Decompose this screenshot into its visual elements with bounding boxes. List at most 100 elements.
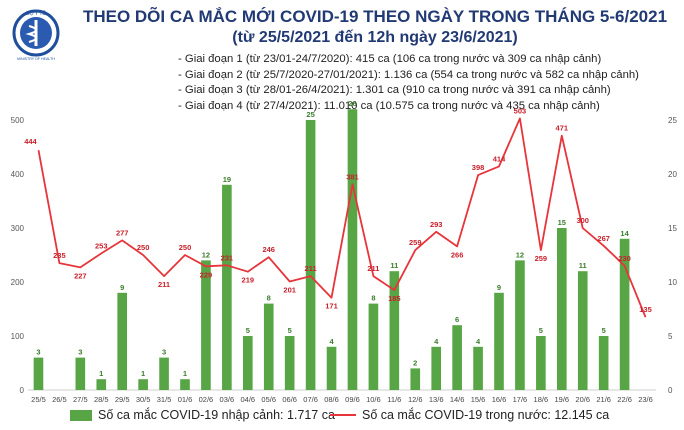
line-data-label: 471 xyxy=(556,124,569,133)
bar-data-label: 9 xyxy=(497,283,501,292)
bar-data-label: 3 xyxy=(162,348,166,357)
domestic-cases-line xyxy=(37,117,647,318)
bar-data-label: 1 xyxy=(183,369,187,378)
x-axis-tick-label: 21/6 xyxy=(596,395,611,404)
bar-data-label: 12 xyxy=(202,250,210,259)
logo-bottom-text: MINISTRY OF HEALTH xyxy=(17,57,55,61)
line-data-label: 277 xyxy=(116,228,129,237)
line-data-label: 235 xyxy=(53,251,66,260)
x-axis-tick-label: 16/6 xyxy=(492,395,507,404)
line-data-label: 259 xyxy=(535,254,548,263)
bar xyxy=(75,357,86,390)
x-axis-tick-label: 27/5 xyxy=(73,395,88,404)
line-data-label: 253 xyxy=(95,241,108,250)
bar-data-label: 8 xyxy=(371,294,375,303)
bar xyxy=(263,303,274,390)
bar xyxy=(598,336,609,390)
phase-note-2: - Giai đoạn 2 (từ 25/7/2020-27/01/2021):… xyxy=(178,68,639,81)
bar xyxy=(452,325,462,390)
bar xyxy=(347,109,358,390)
bar xyxy=(305,120,316,390)
bar xyxy=(389,271,400,390)
line-data-label: 503 xyxy=(514,106,527,115)
line-data-label: 171 xyxy=(325,302,338,311)
bar-data-label: 6 xyxy=(455,315,459,324)
x-axis-tick-label: 19/6 xyxy=(554,395,569,404)
bar-data-label: 14 xyxy=(620,229,629,238)
bar-data-label: 5 xyxy=(246,326,250,335)
left-axis-tick-label: 100 xyxy=(11,332,25,341)
bar xyxy=(536,336,546,390)
line-data-label: 231 xyxy=(221,253,234,262)
bar-data-label: 12 xyxy=(516,250,524,259)
chart-subtitle: (từ 25/5/2021 đến 12h ngày 23/6/2021) xyxy=(232,29,518,46)
line-data-label: 229 xyxy=(200,270,213,279)
right-axis-tick-label: 5 xyxy=(668,332,673,341)
left-axis-tick-label: 300 xyxy=(11,224,25,233)
right-axis-tick-label: 25 xyxy=(668,116,677,125)
left-axis-tick-label: 200 xyxy=(11,278,25,287)
legend-item-imported: Số ca mắc COVID-19 nhập cảnh: 1.717 ca xyxy=(70,408,335,422)
right-axis-tick-label: 15 xyxy=(668,224,677,233)
bar-data-label: 26 xyxy=(348,99,356,108)
x-axis-tick-label: 26/5 xyxy=(52,395,67,404)
line-data-label: 246 xyxy=(262,245,275,254)
line-data-label: 211 xyxy=(158,280,170,289)
x-axis-tick-label: 22/6 xyxy=(617,395,632,404)
x-axis-tick-label: 06/6 xyxy=(282,395,297,404)
bar xyxy=(242,336,253,390)
x-axis-tick-label: 09/6 xyxy=(345,395,360,404)
phase-note-1: - Giai đoạn 1 (từ 23/01-24/7/2020): 415 … xyxy=(178,53,602,65)
chart-title: THEO DÕI CA MẮC MỚI COVID-19 THEO NGÀY T… xyxy=(82,7,668,26)
x-axis-tick-label: 11/6 xyxy=(387,395,401,404)
bar-data-label: 9 xyxy=(120,283,124,292)
x-axis-tick-label: 14/6 xyxy=(450,395,465,404)
bar xyxy=(494,292,504,390)
bar-data-label: 19 xyxy=(223,175,231,184)
bar-data-label: 2 xyxy=(413,358,417,367)
bar-data-label: 3 xyxy=(36,348,40,357)
x-axis-tick-label: 01/6 xyxy=(178,395,193,404)
bar xyxy=(138,379,148,390)
bar-data-label: 25 xyxy=(306,110,314,119)
bar-data-label: 4 xyxy=(329,337,334,346)
line-data-label: 259 xyxy=(409,238,422,247)
line-data-label: 250 xyxy=(179,243,192,252)
right-axis-tick-label: 10 xyxy=(668,278,677,287)
x-axis-tick-label: 05/6 xyxy=(261,395,276,404)
bar-data-label: 5 xyxy=(602,326,606,335)
line-data-label: 414 xyxy=(493,154,506,163)
bar xyxy=(96,379,107,390)
x-axis-tick-label: 29/5 xyxy=(115,395,130,404)
bar xyxy=(515,260,525,390)
line-data-label: 381 xyxy=(346,172,359,181)
bar-data-label: 5 xyxy=(539,326,543,335)
x-axis-tick-label: 25/5 xyxy=(31,395,46,404)
line-data-label: 266 xyxy=(451,250,464,259)
bar-data-label: 4 xyxy=(434,337,439,346)
bar xyxy=(33,357,44,390)
x-axis-tick-label: 10/6 xyxy=(366,395,381,404)
line-data-label: 300 xyxy=(576,216,589,225)
line-data-label: 211 xyxy=(305,264,317,273)
bar-data-label: 15 xyxy=(558,218,566,227)
line-data-label: 227 xyxy=(74,271,87,280)
bar-data-label: 11 xyxy=(579,261,587,270)
x-axis-tick-label: 04/6 xyxy=(240,395,255,404)
line-data-label: 201 xyxy=(283,285,296,294)
bar-data-label: 5 xyxy=(288,326,292,335)
x-axis-tick-label: 18/6 xyxy=(534,395,549,404)
bar xyxy=(117,292,128,390)
x-axis-tick-label: 02/6 xyxy=(199,395,214,404)
left-axis-tick-label: 400 xyxy=(11,170,25,179)
left-axis-tick-label: 500 xyxy=(11,116,25,125)
x-axis-tick-label: 08/6 xyxy=(324,395,339,404)
bar-data-label: 1 xyxy=(141,369,145,378)
bar xyxy=(577,271,588,390)
bar xyxy=(410,368,421,390)
ministry-of-health-logo: BỘ Y TẾ MINISTRY OF HEALTH xyxy=(12,9,60,61)
bar xyxy=(473,346,483,390)
x-axis-tick-label: 31/5 xyxy=(157,395,172,404)
right-axis-tick-label: 20 xyxy=(668,170,677,179)
x-axis-tick-label: 17/6 xyxy=(513,395,528,404)
